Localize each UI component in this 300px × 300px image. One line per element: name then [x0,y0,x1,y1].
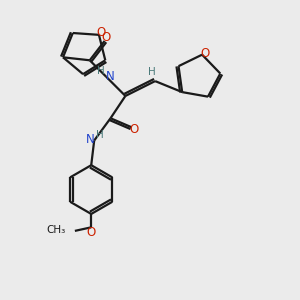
Text: H: H [96,130,104,140]
Text: H: H [148,67,156,76]
Text: N: N [86,133,95,146]
Text: O: O [200,47,210,60]
Text: CH₃: CH₃ [46,225,65,235]
Text: H: H [97,66,105,76]
Text: O: O [87,226,96,239]
Text: O: O [101,31,111,44]
Text: O: O [96,26,106,39]
Text: O: O [130,123,139,136]
Text: N: N [106,70,114,83]
